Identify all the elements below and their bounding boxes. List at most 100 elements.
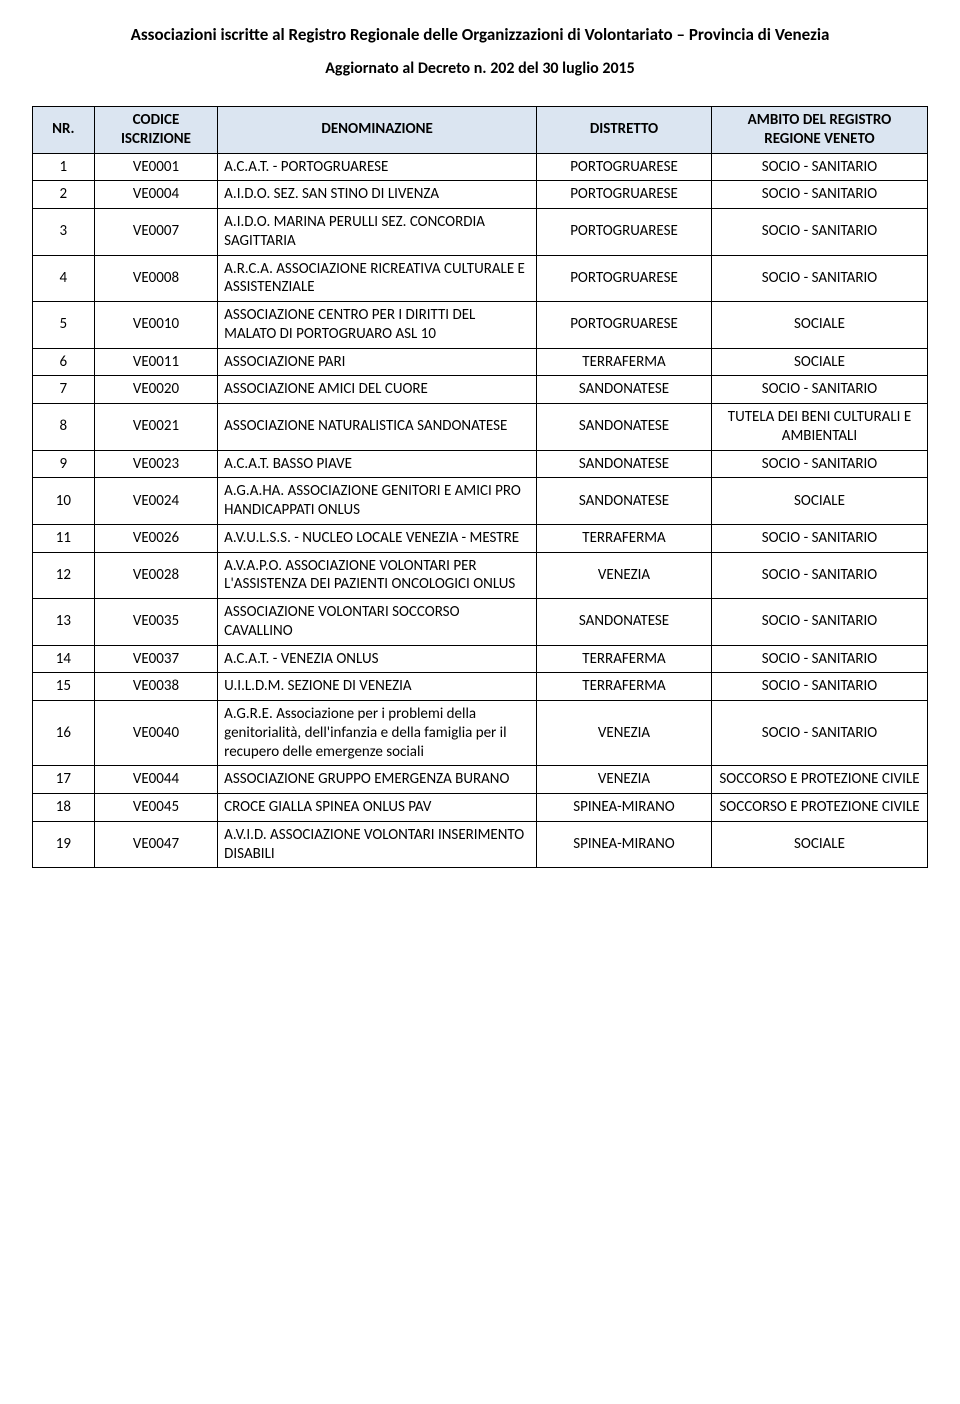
cell-code: VE0010 xyxy=(94,302,217,349)
cell-dist: SANDONATESE xyxy=(537,404,712,451)
cell-denom: A.V.U.L.S.S. - NUCLEO LOCALE VENEZIA - M… xyxy=(218,524,537,552)
col-header-code: CODICE ISCRIZIONE xyxy=(94,107,217,154)
cell-dist: TERRAFERMA xyxy=(537,673,712,701)
cell-denom: A.R.C.A. ASSOCIAZIONE RICREATIVA CULTURA… xyxy=(218,255,537,302)
table-row: 18VE0045CROCE GIALLA SPINEA ONLUS PAVSPI… xyxy=(33,794,928,822)
cell-ambito: SOCIO - SANITARIO xyxy=(711,255,927,302)
cell-denom: U.I.L.D.M. SEZIONE DI VENEZIA xyxy=(218,673,537,701)
cell-dist: VENEZIA xyxy=(537,701,712,766)
cell-nr: 16 xyxy=(33,701,95,766)
associations-table: NR. CODICE ISCRIZIONE DENOMINAZIONE DIST… xyxy=(32,106,928,868)
col-header-ambito: AMBITO DEL REGISTRO REGIONE VENETO xyxy=(711,107,927,154)
cell-dist: VENEZIA xyxy=(537,552,712,599)
cell-denom: ASSOCIAZIONE CENTRO PER I DIRITTI DEL MA… xyxy=(218,302,537,349)
cell-nr: 7 xyxy=(33,376,95,404)
cell-ambito: SOCIO - SANITARIO xyxy=(711,153,927,181)
cell-nr: 11 xyxy=(33,524,95,552)
cell-dist: TERRAFERMA xyxy=(537,645,712,673)
table-row: 17VE0044ASSOCIAZIONE GRUPPO EMERGENZA BU… xyxy=(33,766,928,794)
cell-code: VE0045 xyxy=(94,794,217,822)
cell-denom: A.G.A.HA. ASSOCIAZIONE GENITORI E AMICI … xyxy=(218,478,537,525)
cell-denom: ASSOCIAZIONE GRUPPO EMERGENZA BURANO xyxy=(218,766,537,794)
cell-code: VE0028 xyxy=(94,552,217,599)
cell-ambito: SOCIO - SANITARIO xyxy=(711,181,927,209)
cell-denom: A.C.A.T. BASSO PIAVE xyxy=(218,450,537,478)
table-row: 1VE0001A.C.A.T. - PORTOGRUARESEPORTOGRUA… xyxy=(33,153,928,181)
table-row: 7VE0020ASSOCIAZIONE AMICI DEL CUORESANDO… xyxy=(33,376,928,404)
cell-ambito: SOCIO - SANITARIO xyxy=(711,645,927,673)
cell-ambito: SOCIO - SANITARIO xyxy=(711,701,927,766)
cell-ambito: SOCIALE xyxy=(711,478,927,525)
cell-nr: 6 xyxy=(33,348,95,376)
cell-ambito: SOCIO - SANITARIO xyxy=(711,673,927,701)
cell-dist: SANDONATESE xyxy=(537,478,712,525)
cell-nr: 13 xyxy=(33,599,95,646)
cell-nr: 19 xyxy=(33,821,95,868)
cell-ambito: TUTELA DEI BENI CULTURALI E AMBIENTALI xyxy=(711,404,927,451)
table-row: 14VE0037A.C.A.T. - VENEZIA ONLUSTERRAFER… xyxy=(33,645,928,673)
cell-ambito: SOCIO - SANITARIO xyxy=(711,599,927,646)
cell-code: VE0044 xyxy=(94,766,217,794)
cell-ambito: SOCIALE xyxy=(711,348,927,376)
page-subtitle: Aggiornato al Decreto n. 202 del 30 lugl… xyxy=(32,59,928,78)
cell-ambito: SOCIO - SANITARIO xyxy=(711,552,927,599)
cell-nr: 10 xyxy=(33,478,95,525)
cell-denom: ASSOCIAZIONE NATURALISTICA SANDONATESE xyxy=(218,404,537,451)
col-header-dist: DISTRETTO xyxy=(537,107,712,154)
cell-denom: A.V.A.P.O. ASSOCIAZIONE VOLONTARI PER L'… xyxy=(218,552,537,599)
cell-denom: A.I.D.O. MARINA PERULLI SEZ. CONCORDIA S… xyxy=(218,209,537,256)
cell-nr: 8 xyxy=(33,404,95,451)
cell-dist: TERRAFERMA xyxy=(537,524,712,552)
table-row: 5VE0010ASSOCIAZIONE CENTRO PER I DIRITTI… xyxy=(33,302,928,349)
col-header-nr: NR. xyxy=(33,107,95,154)
cell-code: VE0023 xyxy=(94,450,217,478)
cell-code: VE0037 xyxy=(94,645,217,673)
cell-dist: SPINEA-MIRANO xyxy=(537,794,712,822)
cell-code: VE0008 xyxy=(94,255,217,302)
cell-ambito: SOCIO - SANITARIO xyxy=(711,376,927,404)
table-row: 12VE0028A.V.A.P.O. ASSOCIAZIONE VOLONTAR… xyxy=(33,552,928,599)
cell-denom: A.C.A.T. - VENEZIA ONLUS xyxy=(218,645,537,673)
table-row: 11VE0026A.V.U.L.S.S. - NUCLEO LOCALE VEN… xyxy=(33,524,928,552)
cell-code: VE0020 xyxy=(94,376,217,404)
cell-nr: 3 xyxy=(33,209,95,256)
cell-ambito: SOCCORSO E PROTEZIONE CIVILE xyxy=(711,766,927,794)
cell-dist: PORTOGRUARESE xyxy=(537,302,712,349)
cell-denom: A.C.A.T. - PORTOGRUARESE xyxy=(218,153,537,181)
cell-dist: PORTOGRUARESE xyxy=(537,153,712,181)
cell-code: VE0021 xyxy=(94,404,217,451)
cell-code: VE0040 xyxy=(94,701,217,766)
table-row: 13VE0035ASSOCIAZIONE VOLONTARI SOCCORSO … xyxy=(33,599,928,646)
cell-nr: 15 xyxy=(33,673,95,701)
cell-ambito: SOCCORSO E PROTEZIONE CIVILE xyxy=(711,794,927,822)
table-row: 16VE0040A.G.R.E. Associazione per i prob… xyxy=(33,701,928,766)
cell-code: VE0047 xyxy=(94,821,217,868)
cell-dist: VENEZIA xyxy=(537,766,712,794)
cell-code: VE0035 xyxy=(94,599,217,646)
cell-denom: ASSOCIAZIONE PARI xyxy=(218,348,537,376)
cell-dist: PORTOGRUARESE xyxy=(537,209,712,256)
table-row: 2VE0004A.I.D.O. SEZ. SAN STINO DI LIVENZ… xyxy=(33,181,928,209)
cell-dist: SANDONATESE xyxy=(537,599,712,646)
cell-code: VE0007 xyxy=(94,209,217,256)
table-row: 10VE0024A.G.A.HA. ASSOCIAZIONE GENITORI … xyxy=(33,478,928,525)
cell-nr: 2 xyxy=(33,181,95,209)
table-header-row: NR. CODICE ISCRIZIONE DENOMINAZIONE DIST… xyxy=(33,107,928,154)
cell-code: VE0038 xyxy=(94,673,217,701)
cell-code: VE0026 xyxy=(94,524,217,552)
cell-denom: ASSOCIAZIONE VOLONTARI SOCCORSO CAVALLIN… xyxy=(218,599,537,646)
cell-ambito: SOCIALE xyxy=(711,821,927,868)
cell-dist: SPINEA-MIRANO xyxy=(537,821,712,868)
cell-denom: ASSOCIAZIONE AMICI DEL CUORE xyxy=(218,376,537,404)
col-header-denom: DENOMINAZIONE xyxy=(218,107,537,154)
cell-ambito: SOCIO - SANITARIO xyxy=(711,450,927,478)
cell-denom: A.G.R.E. Associazione per i problemi del… xyxy=(218,701,537,766)
cell-dist: PORTOGRUARESE xyxy=(537,255,712,302)
table-row: 6VE0011ASSOCIAZIONE PARITERRAFERMASOCIAL… xyxy=(33,348,928,376)
cell-code: VE0004 xyxy=(94,181,217,209)
table-body: 1VE0001A.C.A.T. - PORTOGRUARESEPORTOGRUA… xyxy=(33,153,928,868)
cell-nr: 17 xyxy=(33,766,95,794)
cell-nr: 12 xyxy=(33,552,95,599)
cell-nr: 9 xyxy=(33,450,95,478)
table-row: 9VE0023A.C.A.T. BASSO PIAVESANDONATESESO… xyxy=(33,450,928,478)
